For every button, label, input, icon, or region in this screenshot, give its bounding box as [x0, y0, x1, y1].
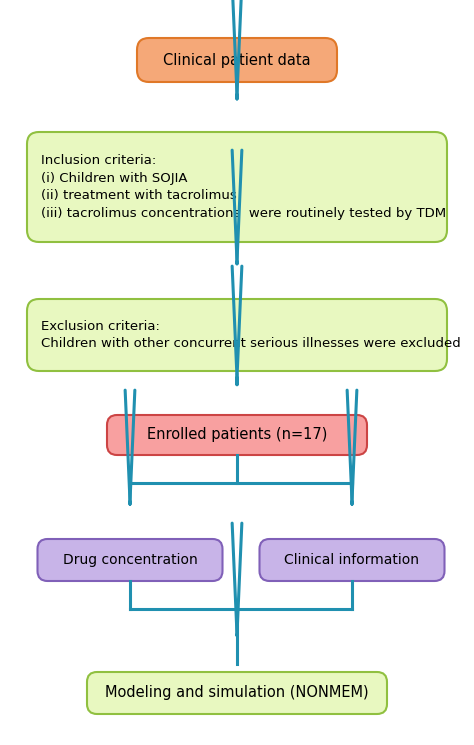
Text: Inclusion criteria:
(i) Children with SOJIA
(ii) treatment with tacrolimus
(iii): Inclusion criteria: (i) Children with SO… [41, 154, 446, 220]
FancyBboxPatch shape [87, 672, 387, 714]
Text: Clinical information: Clinical information [284, 553, 419, 567]
FancyBboxPatch shape [137, 38, 337, 82]
Text: Enrolled patients (n=17): Enrolled patients (n=17) [147, 428, 327, 443]
FancyBboxPatch shape [27, 299, 447, 371]
FancyBboxPatch shape [27, 132, 447, 242]
Text: Modeling and simulation (NONMEM): Modeling and simulation (NONMEM) [105, 685, 369, 700]
Text: Clinical patient data: Clinical patient data [163, 52, 311, 68]
FancyBboxPatch shape [37, 539, 222, 581]
Text: Exclusion criteria:
Children with other concurrent serious illnesses were exclud: Exclusion criteria: Children with other … [41, 320, 461, 350]
FancyBboxPatch shape [107, 415, 367, 455]
Text: Drug concentration: Drug concentration [63, 553, 197, 567]
FancyBboxPatch shape [259, 539, 445, 581]
